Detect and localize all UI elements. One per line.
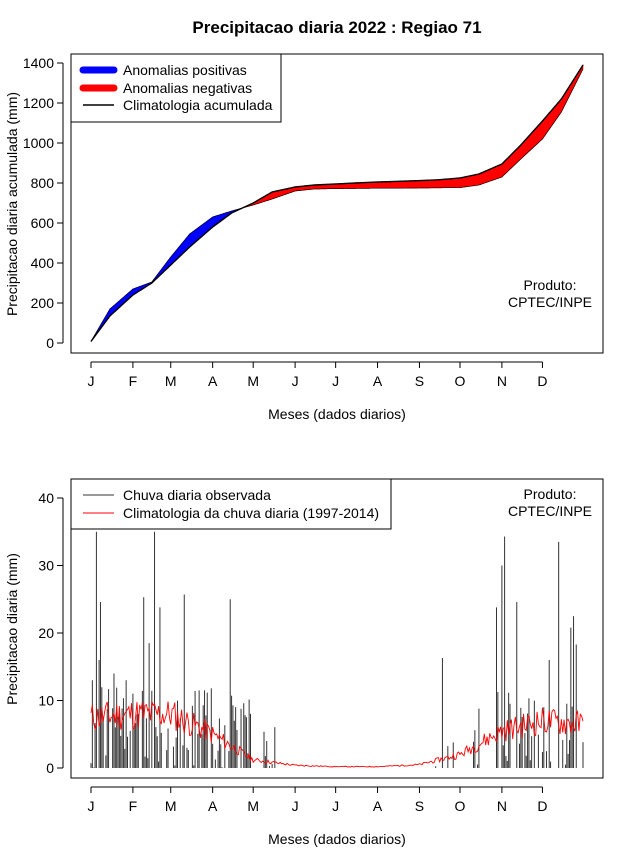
y-tick-label: 40	[38, 490, 54, 506]
daily-panel: 0 10 20 30 40 J F M A M J J A S O N D Meses (dados diario…	[4, 478, 604, 847]
x-tick-label: D	[537, 373, 547, 389]
x-tick-label: M	[247, 798, 259, 814]
credit-source: CPTEC/INPE	[508, 503, 592, 519]
legend-label: Climatologia da chuva diaria (1997-2014)	[123, 505, 379, 521]
x-tick-label: J	[292, 798, 299, 814]
y-tick-label: 0	[46, 335, 54, 351]
y-tick-label: 1000	[23, 135, 54, 151]
x-tick-label: A	[208, 798, 218, 814]
x-axis-label: Meses (dados diarios)	[268, 831, 406, 847]
y-tick-label: 0	[46, 760, 54, 776]
y-tick-label: 800	[31, 175, 55, 191]
credit-source: CPTEC/INPE	[508, 294, 592, 310]
x-tick-label: F	[129, 373, 138, 389]
x-tick-label: A	[373, 798, 383, 814]
cumulative-panel: 0 200 400 600 800 1000 1200 1400 J F M A M J J A S O N D Mes…	[4, 53, 604, 422]
y-tick-label: 30	[38, 558, 54, 574]
x-tick-label: J	[88, 373, 95, 389]
x-tick-label: J	[332, 373, 339, 389]
x-tick-label: J	[332, 798, 339, 814]
y-tick-label: 10	[38, 693, 54, 709]
x-tick-label: N	[497, 798, 507, 814]
x-axis-label: Meses (dados diarios)	[268, 406, 406, 422]
legend-label: Anomalias positivas	[123, 62, 247, 78]
x-tick-label: F	[129, 798, 138, 814]
x-tick-label: S	[415, 373, 424, 389]
x-tick-label: M	[247, 373, 259, 389]
legend-label: Chuva diaria observada	[123, 487, 271, 503]
climatology-daily-line	[90, 701, 584, 768]
observed-cumulative-outline	[90, 68, 584, 342]
plot-frame	[70, 53, 604, 354]
credit-product: Produto:	[524, 486, 577, 502]
legend-label: Climatologia acumulada	[123, 97, 273, 113]
x-tick-label: S	[415, 798, 424, 814]
y-tick-label: 1400	[23, 55, 54, 71]
y-tick-label: 200	[31, 295, 55, 311]
climatology-cumulative-line	[90, 64, 584, 342]
x-tick-label: A	[373, 373, 383, 389]
x-tick-label: O	[455, 798, 466, 814]
x-tick-label: J	[88, 798, 95, 814]
legend-box	[70, 478, 392, 530]
x-tick-label: J	[292, 373, 299, 389]
x-tick-label: M	[165, 373, 177, 389]
x-tick-label: D	[537, 798, 547, 814]
y-axis-label: Precipitacao diaria (mm)	[4, 553, 20, 705]
chart-title: Precipitacao diaria 2022 : Regiao 71	[192, 18, 481, 37]
x-tick-label: M	[165, 798, 177, 814]
y-axis-label: Precipitacao diaria acumulada (mm)	[4, 92, 20, 316]
y-tick-label: 600	[31, 215, 55, 231]
legend: Anomalias positivas Anomalias negativasCl…	[70, 53, 282, 123]
credit-product: Produto:	[524, 277, 577, 293]
x-tick-label: A	[208, 373, 218, 389]
x-tick-label: N	[497, 373, 507, 389]
legend: Chuva diaria observada Climatologia da ch…	[70, 478, 392, 530]
y-tick-label: 400	[31, 255, 55, 271]
legend-label: Anomalias negativas	[123, 80, 252, 96]
x-tick-label: O	[455, 373, 466, 389]
y-tick-label: 20	[38, 625, 54, 641]
y-tick-label: 1200	[23, 95, 54, 111]
